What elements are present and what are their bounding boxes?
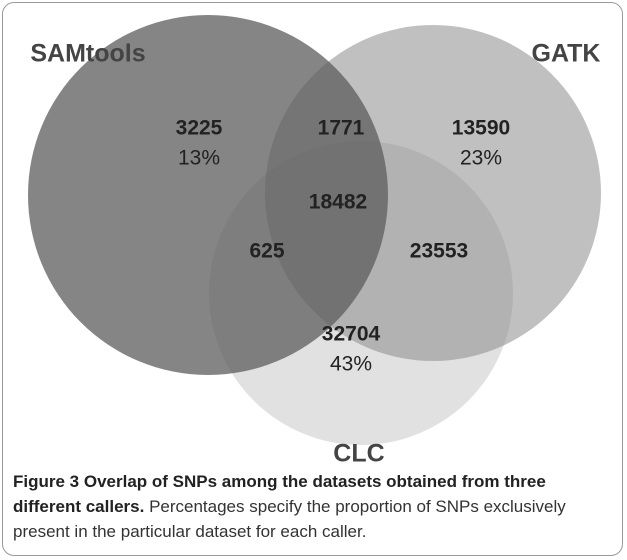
region-count: 23553 <box>410 240 468 263</box>
set-label: GATK <box>532 40 601 68</box>
region-count: 625 <box>249 240 284 263</box>
set-label: SAMtools <box>30 40 145 68</box>
region-percent: 43% <box>330 353 372 376</box>
region-count: 13590 <box>452 117 510 140</box>
region-count: 1771 <box>318 117 365 140</box>
region-count: 32704 <box>322 323 381 346</box>
set-label: CLC <box>333 440 384 468</box>
region-count: 18482 <box>309 191 367 214</box>
region-percent: 13% <box>178 147 220 170</box>
caption-title: Figure 3 Overlap of SNPs among the datas… <box>13 472 546 516</box>
region-count: 3225 <box>176 117 223 140</box>
samtools-circle <box>28 15 388 375</box>
venn-diagram: SAMtools GATK CLC 3225 13% 13590 23% 177… <box>28 15 601 468</box>
figure: SAMtools GATK CLC 3225 13% 13590 23% 177… <box>2 2 623 556</box>
region-percent: 23% <box>460 147 502 170</box>
caption: Figure 3 Overlap of SNPs among the datas… <box>13 469 613 544</box>
caption-text: Percentages specify the proportion of SN… <box>13 497 566 541</box>
